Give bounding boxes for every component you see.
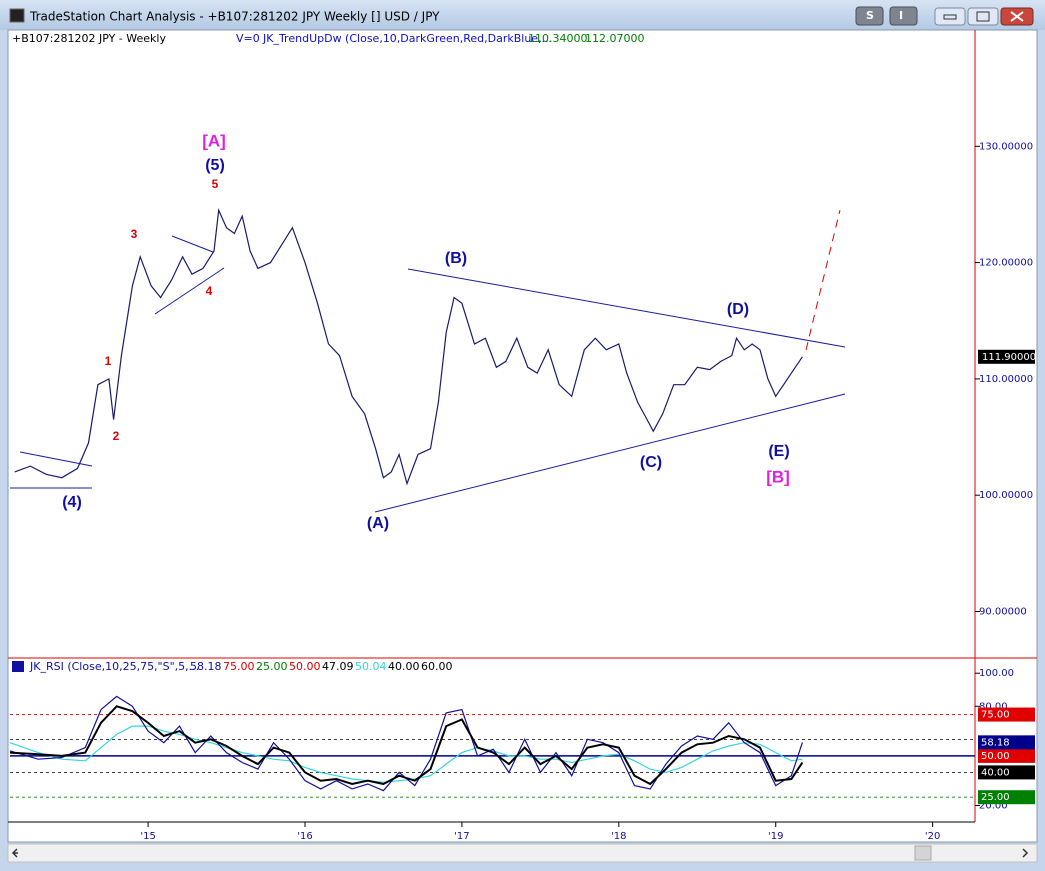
minimize-button[interactable] [934,7,966,26]
wave-label: [A] [202,131,226,150]
price-title: +B107:281202 JPY - Weekly [12,32,166,45]
wave-label: (C) [640,454,662,471]
study-value: 40.00 [388,660,420,673]
wave-label: 3 [131,227,138,241]
wave-label: [B] [766,467,790,486]
study-label: JK_TrendUpDw (Close,10,DarkGreen,Red,Dar… [262,32,552,45]
study-value: 75.00 [223,660,255,673]
level-label: 75.00 [981,710,1010,721]
study-value: 110.34000 [528,32,588,45]
study-value: 25.00 [256,660,288,673]
scrollbar[interactable] [7,843,1038,863]
scroll-left[interactable] [11,848,18,858]
chart-area [7,29,1038,843]
indicator-label: V=0 [236,32,260,45]
level-badge [978,790,1035,805]
s-button-label[interactable]: S [866,9,874,22]
trendline [154,267,225,315]
x-tick-label: '18 [611,831,626,842]
rsi-title: JK_RSI (Close,10,25,75,"S",5,... [29,660,199,673]
last-value-badge [978,349,1035,364]
current-label: 58.18 [981,737,1010,748]
level-badge [978,707,1035,722]
wave-label: 4 [206,284,213,298]
wave-label: (E) [768,443,789,460]
maximize-icon [976,11,990,22]
level-label: 40.00 [981,767,1010,778]
current-badge [978,735,1035,750]
level-label: 25.00 [981,792,1010,803]
maximize-button[interactable] [967,7,999,26]
y-tick-label: 100.00 [979,668,1014,679]
level-badge [978,765,1035,780]
wave-label: 1 [105,354,112,368]
y-tick-label: 100.00000 [979,490,1033,501]
minimize-icon [943,14,957,20]
y-tick-label: 110.00000 [979,374,1033,385]
study-value: 50.04 [355,660,387,673]
y-tick-label: 20.00 [979,800,1008,811]
trendline [374,393,846,513]
y-tick-label: 120.00000 [979,258,1033,269]
y-tick-label: 90.00000 [979,606,1027,617]
level-badge [978,748,1035,763]
wave-label: (B) [445,250,467,267]
trendline [171,235,214,253]
window-title: TradeStation Chart Analysis - +B107:2812… [29,10,440,24]
i-button-label[interactable]: I [899,9,903,22]
study-value: 60.00 [421,660,453,673]
series-line [9,725,803,783]
s-button[interactable] [855,6,884,26]
wave-label: 5 [212,177,219,191]
x-tick-label: '16 [297,831,312,842]
study-value: 50.00 [289,660,321,673]
study-value: 58.18 [190,660,222,673]
scroll-thumb[interactable] [914,845,932,861]
study-value: 112.07000 [585,32,645,45]
close-icon [1010,11,1024,22]
last-value-label: 111.90000 [982,352,1036,363]
series-line [14,208,803,486]
x-tick-label: '19 [768,831,783,842]
rsi-icon [12,661,24,672]
level-label: 50.00 [981,751,1010,762]
wave-label: (D) [727,301,749,318]
projection-line [805,209,841,351]
wave-label: (A) [367,515,389,532]
study-value: 47.09 [322,660,354,673]
y-tick-label: 130.00000 [979,141,1033,152]
series-line [9,705,804,786]
wave-label: (5) [205,157,225,174]
trendline [407,268,846,348]
trendlines [10,209,846,513]
scroll-right[interactable] [1022,848,1029,858]
x-tick-label: '20 [925,831,940,842]
wave-label: 2 [113,429,120,443]
x-tick-label: '15 [140,831,155,842]
app-icon [9,8,25,23]
y-tick-label: 80.00 [979,701,1008,712]
x-tick-label: '17 [454,831,469,842]
wave-label: (4) [62,494,82,511]
series-line [9,695,803,792]
i-button[interactable] [889,6,918,26]
